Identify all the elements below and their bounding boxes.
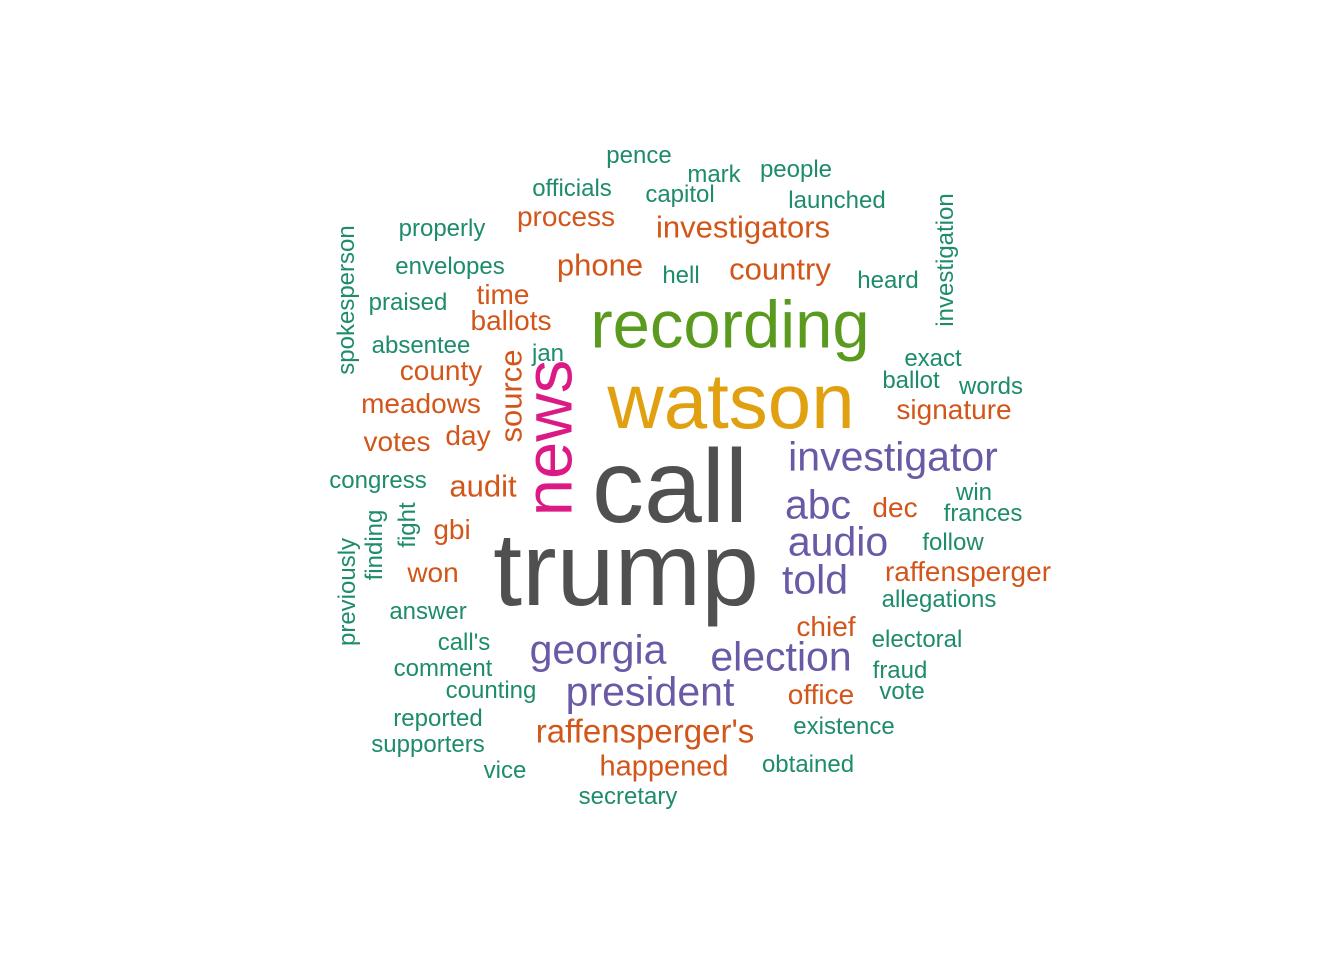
word-happened: happened bbox=[599, 750, 729, 783]
word-follow: follow bbox=[922, 529, 984, 556]
word-investigator: investigator bbox=[788, 433, 998, 480]
word-day: day bbox=[445, 420, 491, 451]
word-hell: hell bbox=[662, 262, 700, 289]
word-comment: comment bbox=[393, 655, 493, 682]
word-congress: congress bbox=[329, 467, 427, 494]
word-call: call bbox=[591, 429, 749, 545]
word-win: win bbox=[955, 479, 993, 506]
word-chief: chief bbox=[796, 611, 856, 642]
word-country: country bbox=[729, 251, 831, 287]
word-investigation: investigation bbox=[932, 193, 959, 327]
word-properly: properly bbox=[398, 215, 486, 242]
word-investigators: investigators bbox=[655, 209, 831, 245]
word-trump: trump bbox=[493, 512, 759, 628]
word-recording: recording bbox=[590, 287, 870, 363]
word-mark: mark bbox=[687, 161, 741, 188]
word-won: won bbox=[407, 557, 459, 588]
word-envelopes: envelopes bbox=[395, 253, 505, 280]
word-votes: votes bbox=[363, 426, 431, 457]
word-reported: reported bbox=[393, 705, 483, 732]
word-people: people bbox=[759, 156, 833, 183]
word-secretary: secretary bbox=[578, 783, 678, 810]
word-electoral: electoral bbox=[871, 626, 963, 653]
word-finding: finding bbox=[361, 509, 388, 581]
word-calls: call's bbox=[437, 629, 491, 656]
word-phone: phone bbox=[556, 247, 644, 283]
word-previously: previously bbox=[334, 537, 361, 647]
word-georgia: georgia bbox=[529, 626, 667, 673]
word-watson: watson bbox=[607, 357, 855, 445]
word-dec: dec bbox=[872, 492, 918, 523]
word-officials: officials bbox=[532, 175, 612, 202]
word-praised: praised bbox=[368, 289, 448, 316]
word-election: election bbox=[710, 633, 852, 680]
word-time: time bbox=[476, 279, 530, 310]
word-told: told bbox=[781, 556, 849, 603]
word-counting: counting bbox=[445, 677, 537, 704]
word-signature: signature bbox=[896, 394, 1012, 425]
word-gbi: gbi bbox=[433, 514, 471, 545]
word-capitol: capitol bbox=[645, 181, 715, 208]
word-raffenspergers: raffensperger's bbox=[535, 712, 755, 750]
word-ballots: ballots bbox=[470, 305, 552, 336]
word-heard: heard bbox=[857, 267, 919, 294]
word-vice: vice bbox=[483, 757, 527, 784]
word-vote: vote bbox=[879, 678, 925, 705]
word-launched: launched bbox=[788, 187, 886, 214]
word-county: county bbox=[399, 355, 483, 386]
word-ballot: ballot bbox=[882, 367, 940, 394]
word-fight: fight bbox=[394, 502, 421, 548]
word-supporters: supporters bbox=[371, 731, 485, 758]
word-president: president bbox=[565, 668, 735, 715]
word-obtained: obtained bbox=[761, 751, 855, 778]
word-allegations: allegations bbox=[881, 586, 997, 613]
word-office: office bbox=[787, 679, 855, 710]
word-answer: answer bbox=[389, 598, 467, 625]
word-abc: abc bbox=[784, 481, 852, 528]
word-audit: audit bbox=[449, 468, 517, 504]
word-existence: existence bbox=[793, 713, 895, 740]
word-absentee: absentee bbox=[371, 332, 471, 359]
word-pence: pence bbox=[606, 142, 672, 169]
word-raffensperger: raffensperger bbox=[884, 556, 1052, 587]
word-spokesperson: spokesperson bbox=[333, 225, 360, 375]
word-words: words bbox=[958, 373, 1024, 400]
word-fraud: fraud bbox=[872, 657, 928, 684]
word-meadows: meadows bbox=[361, 388, 481, 419]
word-exact: exact bbox=[904, 345, 962, 372]
word-source: source bbox=[493, 349, 529, 443]
word-jan: jan bbox=[531, 340, 565, 367]
word-audio: audio bbox=[787, 518, 889, 565]
word-frances: frances bbox=[943, 500, 1023, 527]
word-process: process bbox=[516, 201, 616, 232]
